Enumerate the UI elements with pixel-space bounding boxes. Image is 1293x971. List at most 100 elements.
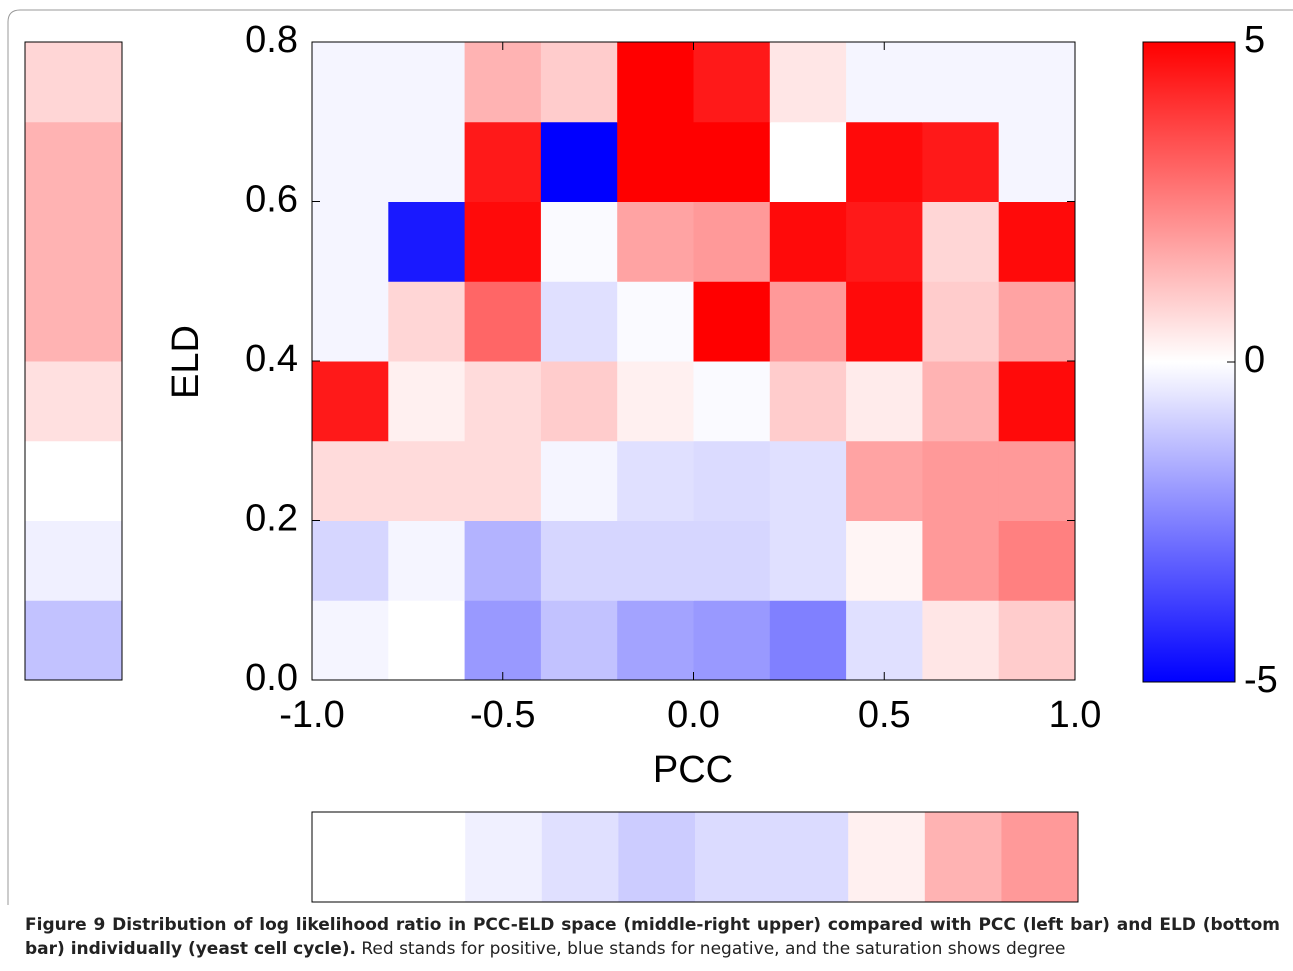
heatmap-cell — [388, 361, 466, 442]
left-bar-cell — [25, 121, 122, 202]
heatmap-cell — [846, 201, 923, 282]
heatmap-cell — [846, 361, 923, 442]
heatmap-cell — [464, 361, 542, 442]
heatmap-cell — [922, 361, 1000, 442]
left-bar-cell — [25, 281, 122, 362]
heatmap-cell — [769, 281, 847, 362]
heatmap-cell — [846, 520, 923, 601]
x-tick-label: -1.0 — [279, 694, 344, 736]
heatmap-cell — [922, 201, 1000, 282]
x-tick-label: 0.5 — [858, 694, 911, 736]
heatmap-cell — [846, 121, 923, 202]
heatmap-cell — [312, 281, 389, 362]
heatmap-cell — [617, 281, 694, 362]
heatmap-cell — [769, 520, 847, 601]
heatmap-cell — [998, 600, 1076, 681]
bottom-bar-cell — [618, 812, 696, 902]
bottom-bar-cell — [848, 812, 926, 902]
heatmap-cell — [693, 520, 771, 601]
heatmap-cell — [617, 121, 694, 202]
bottom-bar-border — [311, 811, 1079, 903]
heatmap-cell — [922, 520, 1000, 601]
heatmap-cell — [693, 440, 771, 521]
heatmap-cell — [540, 201, 618, 282]
bottom-bar-cell — [541, 812, 619, 902]
y-tick-label: 0.2 — [245, 498, 298, 540]
heatmap-cell — [846, 281, 923, 362]
heatmap-cell — [769, 600, 847, 681]
bottom-bar-cell — [771, 812, 849, 902]
heatmap-cell — [312, 361, 389, 442]
left-bar-cell — [25, 600, 122, 681]
left-bar-cell — [25, 361, 122, 442]
heatmap-cell — [922, 440, 1000, 521]
heatmap-cell — [617, 42, 694, 123]
x-tick-label: 0.0 — [667, 694, 720, 736]
bottom-bar-cell — [465, 812, 543, 902]
heatmap-cell — [388, 121, 466, 202]
heatmap-cell — [769, 121, 847, 202]
y-tick-label: 0.8 — [245, 19, 298, 61]
heatmap-cell — [312, 520, 389, 601]
x-tick-label: -0.5 — [470, 694, 535, 736]
heatmap-cell — [540, 42, 618, 123]
bottom-bar-cell — [312, 812, 390, 902]
colorbar-tick-label: 0 — [1244, 339, 1265, 381]
x-tick-label: 1.0 — [1049, 694, 1102, 736]
left-bar-cell — [25, 42, 122, 123]
heatmap-cell — [464, 42, 542, 123]
heatmap-cell — [540, 440, 618, 521]
heatmap-cell — [540, 600, 618, 681]
heatmap-cell — [769, 361, 847, 442]
caption: Figure 9 Distribution of log likelihood … — [25, 913, 1280, 961]
heatmap-cell — [998, 201, 1076, 282]
heatmap-cell — [769, 42, 847, 123]
heatmap-cell — [846, 42, 923, 123]
frame — [7, 9, 1293, 905]
heatmap-cell — [998, 520, 1076, 601]
heatmap-cell — [998, 440, 1076, 521]
heatmap-cell — [846, 440, 923, 521]
heatmap-cell — [846, 600, 923, 681]
y-axis-label: ELD — [165, 325, 207, 399]
heatmap-cell — [693, 201, 771, 282]
heatmap-cell — [540, 361, 618, 442]
heatmap-cell — [922, 281, 1000, 362]
left-bar-cell — [25, 440, 122, 521]
y-tick-label: 0.4 — [245, 338, 298, 380]
heatmap-cell — [922, 42, 1000, 123]
heatmap-cell — [388, 440, 466, 521]
heatmap-cell — [388, 201, 466, 282]
left-bar-border — [24, 41, 123, 681]
heatmap-cell — [464, 520, 542, 601]
heatmap-cell — [388, 600, 466, 681]
y-tick-label: 0.6 — [245, 179, 298, 221]
heatmap-cell — [922, 121, 1000, 202]
heatmap-cell — [998, 281, 1076, 362]
heatmap-cell — [388, 520, 466, 601]
heatmap-cell — [464, 440, 542, 521]
heatmap-cell — [312, 121, 389, 202]
heatmap-cell — [922, 600, 1000, 681]
bottom-bar-cell — [695, 812, 773, 902]
heatmap-cell — [617, 201, 694, 282]
heatmap-cell — [693, 281, 771, 362]
heatmap-cell — [540, 520, 618, 601]
heatmap-cell — [388, 281, 466, 362]
heatmap-cell — [464, 121, 542, 202]
heatmap-cell — [693, 42, 771, 123]
chart: PCC ELD -1.0 -0.5 0.0 0.5 1.0 0.0 0.2 0.4 0.6 0.8… — [7, 9, 1293, 905]
left-bar-cell — [25, 520, 122, 601]
heatmap-cell — [998, 361, 1076, 442]
heatmap-cell — [769, 201, 847, 282]
heatmap-cell — [312, 600, 389, 681]
heatmap-cell — [464, 201, 542, 282]
caption-text: Red stands for positive, blue stands for… — [361, 939, 1066, 959]
heatmap-cell — [693, 600, 771, 681]
colorbar-tick-label: -5 — [1244, 659, 1278, 701]
heatmap-cell — [617, 440, 694, 521]
caption-bold: Figure 9 Distribution of log likelihood … — [25, 915, 1280, 959]
heatmap-cell — [540, 281, 618, 362]
heatmap-cell — [540, 121, 618, 202]
